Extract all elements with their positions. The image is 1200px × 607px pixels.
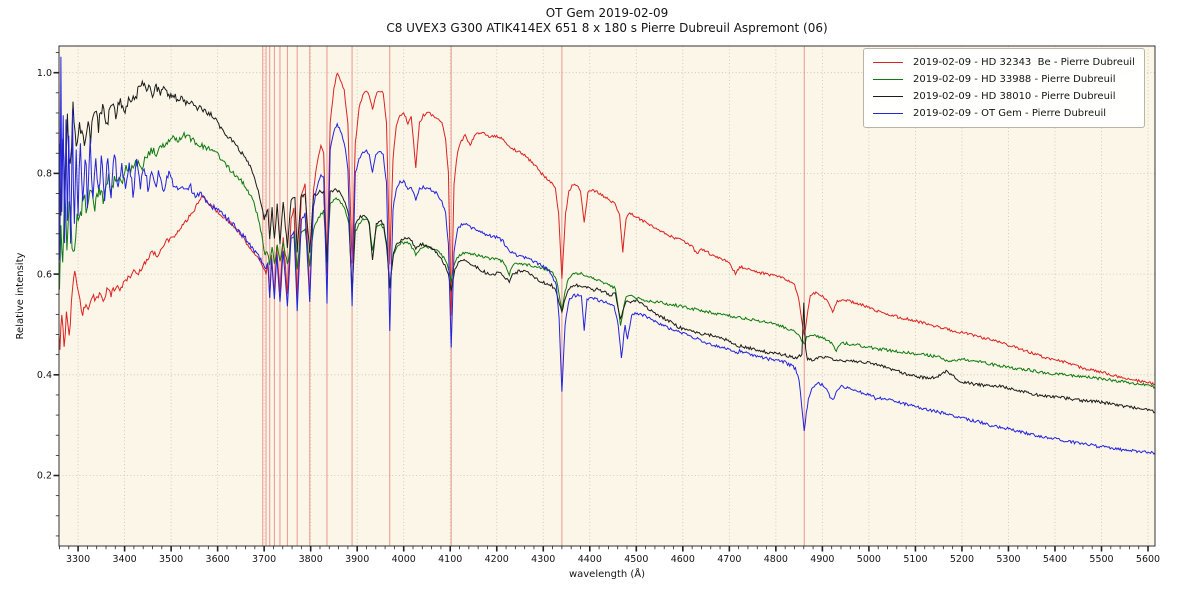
svg-text:5100: 5100	[903, 554, 927, 565]
legend-line-swatch	[873, 62, 903, 63]
legend-item: 2019-02-09 - HD 33988 - Pierre Dubreuil	[873, 71, 1135, 88]
chart-title: OT Gem 2019-02-09	[545, 6, 669, 20]
svg-text:3500: 3500	[159, 554, 183, 565]
svg-text:0.2: 0.2	[37, 471, 52, 482]
svg-text:3600: 3600	[206, 554, 230, 565]
svg-text:4000: 4000	[392, 554, 416, 565]
legend-label: 2019-02-09 - HD 32343 Be - Pierre Dubreu…	[913, 57, 1135, 68]
svg-text:4500: 4500	[624, 554, 648, 565]
spectra-lines	[59, 56, 1155, 455]
y-axis-label: Relative intensity	[15, 252, 26, 340]
legend: 2019-02-09 - HD 32343 Be - Pierre Dubreu…	[863, 48, 1145, 128]
svg-text:4300: 4300	[531, 554, 555, 565]
svg-text:1.0: 1.0	[37, 68, 52, 79]
legend-line-swatch	[873, 113, 903, 114]
legend-label: 2019-02-09 - HD 38010 - Pierre Dubreuil	[913, 91, 1116, 102]
major-ticks	[53, 71, 1149, 552]
legend-label: 2019-02-09 - HD 33988 - Pierre Dubreuil	[913, 74, 1116, 85]
chart-subtitle: C8 UVEX3 G300 ATIK414EX 651 8 x 180 s Pi…	[386, 21, 828, 35]
axes-box	[58, 45, 1156, 547]
legend-label: 2019-02-09 - OT Gem - Pierre Dubreuil	[913, 108, 1107, 119]
svg-text:4900: 4900	[810, 554, 834, 565]
legend-line-swatch	[873, 96, 903, 97]
minor-ticks	[55, 52, 1140, 550]
svg-text:5200: 5200	[950, 554, 974, 565]
x-axis-label: wavelength (Å)	[568, 569, 646, 580]
legend-item: 2019-02-09 - HD 38010 - Pierre Dubreuil	[873, 88, 1135, 105]
gridlines	[59, 46, 1155, 546]
svg-text:3700: 3700	[252, 554, 276, 565]
svg-text:5300: 5300	[996, 554, 1020, 565]
svg-text:5500: 5500	[1089, 554, 1113, 565]
svg-text:3400: 3400	[112, 554, 136, 565]
svg-text:0.6: 0.6	[37, 269, 52, 280]
svg-text:0.8: 0.8	[37, 169, 52, 180]
svg-text:4400: 4400	[578, 554, 602, 565]
legend-item: 2019-02-09 - OT Gem - Pierre Dubreuil	[873, 105, 1135, 122]
svg-text:3800: 3800	[299, 554, 323, 565]
svg-text:4200: 4200	[485, 554, 509, 565]
svg-text:4800: 4800	[764, 554, 788, 565]
plot-background	[59, 46, 1155, 546]
series-line-3	[59, 56, 1155, 455]
series-line-2	[59, 79, 1155, 414]
svg-text:3900: 3900	[345, 554, 369, 565]
svg-text:4100: 4100	[438, 554, 462, 565]
y-tick-labels: 0.2 0.4 0.6 0.8 1.0	[37, 68, 52, 482]
x-tick-labels: 3300 3400 3500 3600 3700 3800 3900 4000 4100 4200…	[66, 554, 1160, 565]
svg-text:0.4: 0.4	[37, 370, 52, 381]
svg-text:5400: 5400	[1043, 554, 1067, 565]
legend-line-swatch	[873, 79, 903, 80]
legend-item: 2019-02-09 - HD 32343 Be - Pierre Dubreu…	[873, 54, 1135, 71]
series-line-1	[59, 130, 1155, 389]
svg-text:3300: 3300	[66, 554, 90, 565]
svg-text:5000: 5000	[857, 554, 881, 565]
svg-text:5600: 5600	[1136, 554, 1160, 565]
svg-text:4700: 4700	[717, 554, 741, 565]
svg-text:4600: 4600	[671, 554, 695, 565]
